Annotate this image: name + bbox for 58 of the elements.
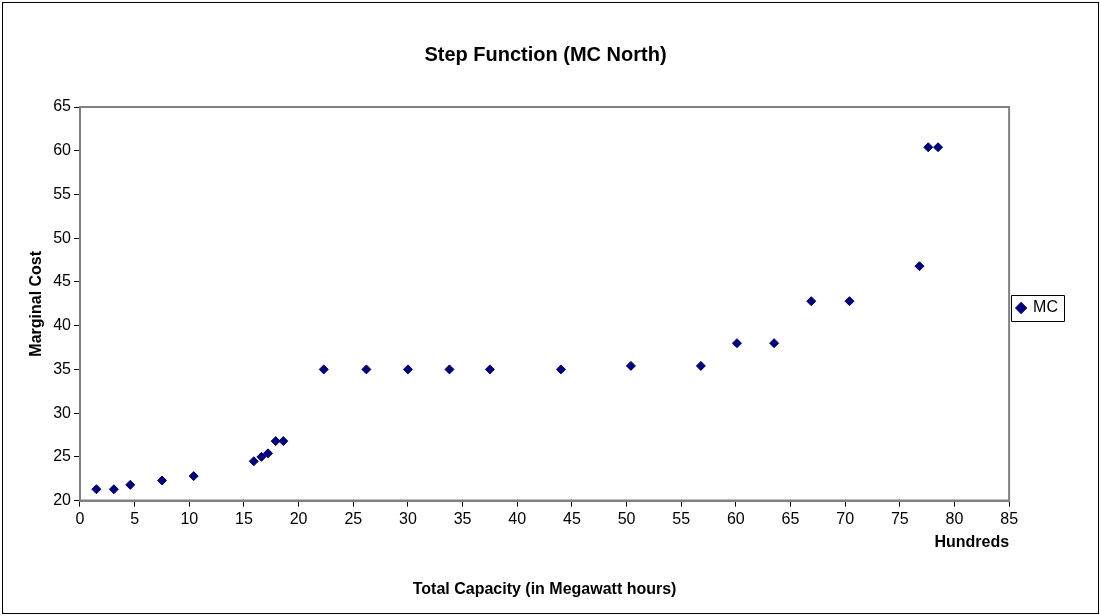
point: [625, 360, 636, 371]
chart-title: Step Function (MC North): [424, 42, 667, 65]
x-tick-label: 35: [453, 509, 472, 527]
text: Hundreds: [934, 533, 1010, 551]
point: [923, 142, 934, 153]
x-tick-label: 30: [399, 509, 417, 527]
x-tick-label: 75: [890, 509, 909, 527]
point: [108, 484, 119, 495]
x-tick-label: 65: [781, 509, 800, 527]
point: [248, 456, 259, 467]
y-tick-label: 35: [53, 359, 72, 377]
point: [914, 261, 925, 272]
point: [263, 448, 274, 459]
y-tick-label: 50: [53, 228, 72, 246]
point: [318, 364, 329, 375]
y-tick-label: 40: [53, 316, 72, 334]
x-tick-label: 0: [75, 509, 85, 527]
y-tick-label: 25: [53, 447, 72, 465]
legend-label: MC: [1033, 298, 1059, 316]
point: [444, 364, 455, 375]
x-tick-label: 10: [180, 509, 199, 527]
point: [806, 296, 817, 307]
x-tick-label: 40: [508, 509, 527, 527]
point: [188, 471, 199, 482]
x-tick-label: 25: [344, 509, 363, 527]
point: [844, 296, 855, 307]
point: [769, 338, 780, 349]
x-tick-label: 45: [562, 509, 581, 527]
point: [555, 364, 566, 375]
point: [361, 364, 372, 375]
point: [933, 142, 944, 153]
x-tick-label: 20: [289, 509, 308, 527]
x-tick-label: 60: [726, 509, 745, 527]
x-tick-label: 55: [672, 509, 691, 527]
y-tick-label: 65: [53, 97, 72, 115]
point: [731, 338, 742, 349]
point: [256, 451, 267, 462]
y-tick-label: 20: [53, 491, 72, 509]
y-tick-label: 55: [53, 184, 72, 202]
y-tick-label: 60: [53, 141, 72, 159]
x-tick-label: 85: [1000, 509, 1019, 527]
x-tick-label: 5: [130, 509, 140, 527]
y-axis-title: Marginal Cost: [27, 250, 45, 357]
x-tick-label: 80: [945, 509, 964, 527]
point: [695, 360, 706, 371]
y-tick-label: 45: [53, 272, 72, 290]
point: [402, 364, 413, 375]
point: [156, 475, 167, 486]
y-tick-label: 30: [53, 403, 72, 421]
point: [125, 479, 136, 490]
x-axis-title: Total Capacity (in Megawatt hours): [412, 579, 677, 597]
point: [278, 436, 289, 447]
x-tick-label: 70: [836, 509, 855, 527]
point: [270, 436, 281, 447]
point: [91, 484, 102, 495]
x-tick-label: 50: [617, 509, 636, 527]
x-tick-label: 15: [235, 509, 253, 527]
point: [484, 364, 495, 375]
